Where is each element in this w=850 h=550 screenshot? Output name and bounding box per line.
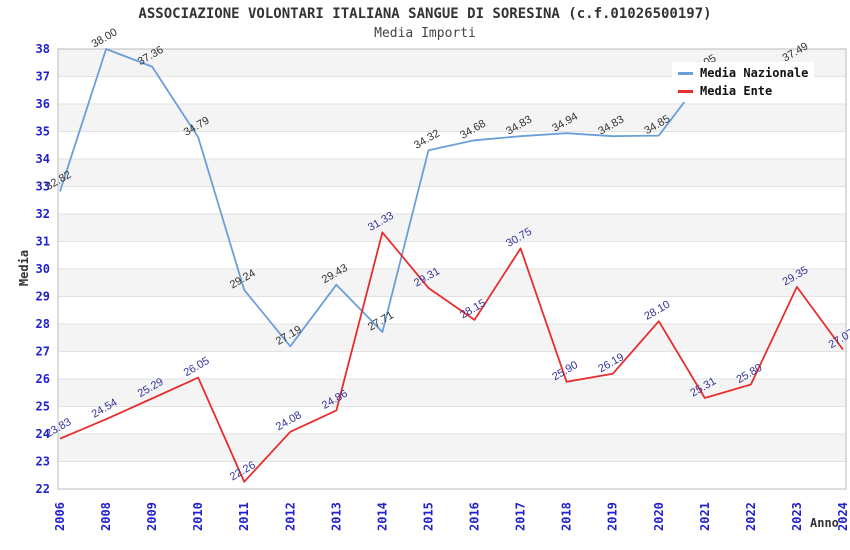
y-tick-label: 36 bbox=[36, 97, 50, 111]
x-tick-label: 2011 bbox=[237, 502, 251, 531]
x-tick-label: 2017 bbox=[514, 502, 528, 531]
data-point-label-ente: 28.15 bbox=[458, 297, 488, 321]
plot-band bbox=[58, 214, 846, 242]
series-line-nazionale bbox=[59, 48, 798, 348]
legend: Media Nazionale Media Ente bbox=[672, 62, 814, 102]
data-point-label-ente: 24.08 bbox=[274, 409, 304, 433]
chart-subtitle: Media Importi bbox=[374, 26, 476, 41]
y-tick-label: 23 bbox=[36, 455, 50, 469]
y-tick-label: 26 bbox=[36, 372, 50, 386]
data-point-label-ente: 28.10 bbox=[642, 299, 672, 323]
x-tick-label: 2018 bbox=[560, 502, 574, 531]
y-tick-label: 37 bbox=[36, 70, 50, 84]
x-tick-label: 2010 bbox=[191, 502, 205, 531]
y-tick-label: 27 bbox=[36, 345, 50, 359]
x-tick-label: 2024 bbox=[836, 502, 850, 531]
x-axis-title: Anno bbox=[810, 516, 839, 530]
data-point-label-ente: 26.19 bbox=[596, 351, 626, 375]
y-tick-label: 29 bbox=[36, 290, 50, 304]
plot-band bbox=[58, 104, 846, 132]
x-tick-label: 2008 bbox=[99, 502, 113, 531]
series-line-ente bbox=[59, 231, 844, 483]
x-tick-label: 2021 bbox=[698, 502, 712, 531]
x-tick-label: 2022 bbox=[744, 502, 758, 531]
y-tick-label: 28 bbox=[36, 317, 50, 331]
data-point-label-ente: 26.05 bbox=[182, 355, 212, 379]
y-tick-label: 38 bbox=[36, 42, 50, 56]
x-tick-label: 2023 bbox=[790, 502, 804, 531]
plot-band bbox=[58, 324, 846, 352]
legend-swatch-ente bbox=[678, 89, 693, 93]
legend-item-media-ente: Media Ente bbox=[678, 84, 814, 98]
y-tick-label: 35 bbox=[36, 125, 50, 139]
y-tick-label: 34 bbox=[36, 152, 50, 166]
legend-swatch-nazionale bbox=[678, 71, 693, 75]
y-tick-label: 25 bbox=[36, 400, 50, 414]
y-tick-label: 24 bbox=[36, 427, 50, 441]
x-tick-label: 2019 bbox=[606, 502, 620, 531]
x-tick-label: 2016 bbox=[468, 502, 482, 531]
plot-border bbox=[57, 48, 847, 490]
x-tick-label: 2009 bbox=[145, 502, 159, 531]
x-tick-label: 2015 bbox=[421, 502, 435, 531]
x-tick-label: 2006 bbox=[53, 502, 67, 531]
legend-label-ente: Media Ente bbox=[700, 84, 773, 98]
chart-title: ASSOCIAZIONE VOLONTARI ITALIANA SANGUE D… bbox=[138, 6, 712, 22]
legend-item-media-nazionale: Media Nazionale bbox=[678, 66, 814, 80]
plot-band bbox=[58, 159, 846, 187]
x-tick-label: 2020 bbox=[652, 502, 666, 531]
y-tick-label: 32 bbox=[36, 207, 50, 221]
y-tick-label: 22 bbox=[36, 482, 50, 496]
data-point-label-nazionale: 38.00 bbox=[90, 26, 120, 50]
plot-band bbox=[58, 379, 846, 407]
x-tick-label: 2013 bbox=[329, 502, 343, 531]
y-tick-label: 33 bbox=[36, 180, 50, 194]
x-tick-label: 2012 bbox=[283, 502, 297, 531]
y-tick-label: 30 bbox=[36, 262, 50, 276]
plot-band bbox=[58, 434, 846, 462]
x-tick-label: 2014 bbox=[375, 502, 389, 531]
y-tick-label: 31 bbox=[36, 235, 50, 249]
legend-label-nazionale: Media Nazionale bbox=[700, 66, 809, 80]
plot-band bbox=[58, 269, 846, 297]
